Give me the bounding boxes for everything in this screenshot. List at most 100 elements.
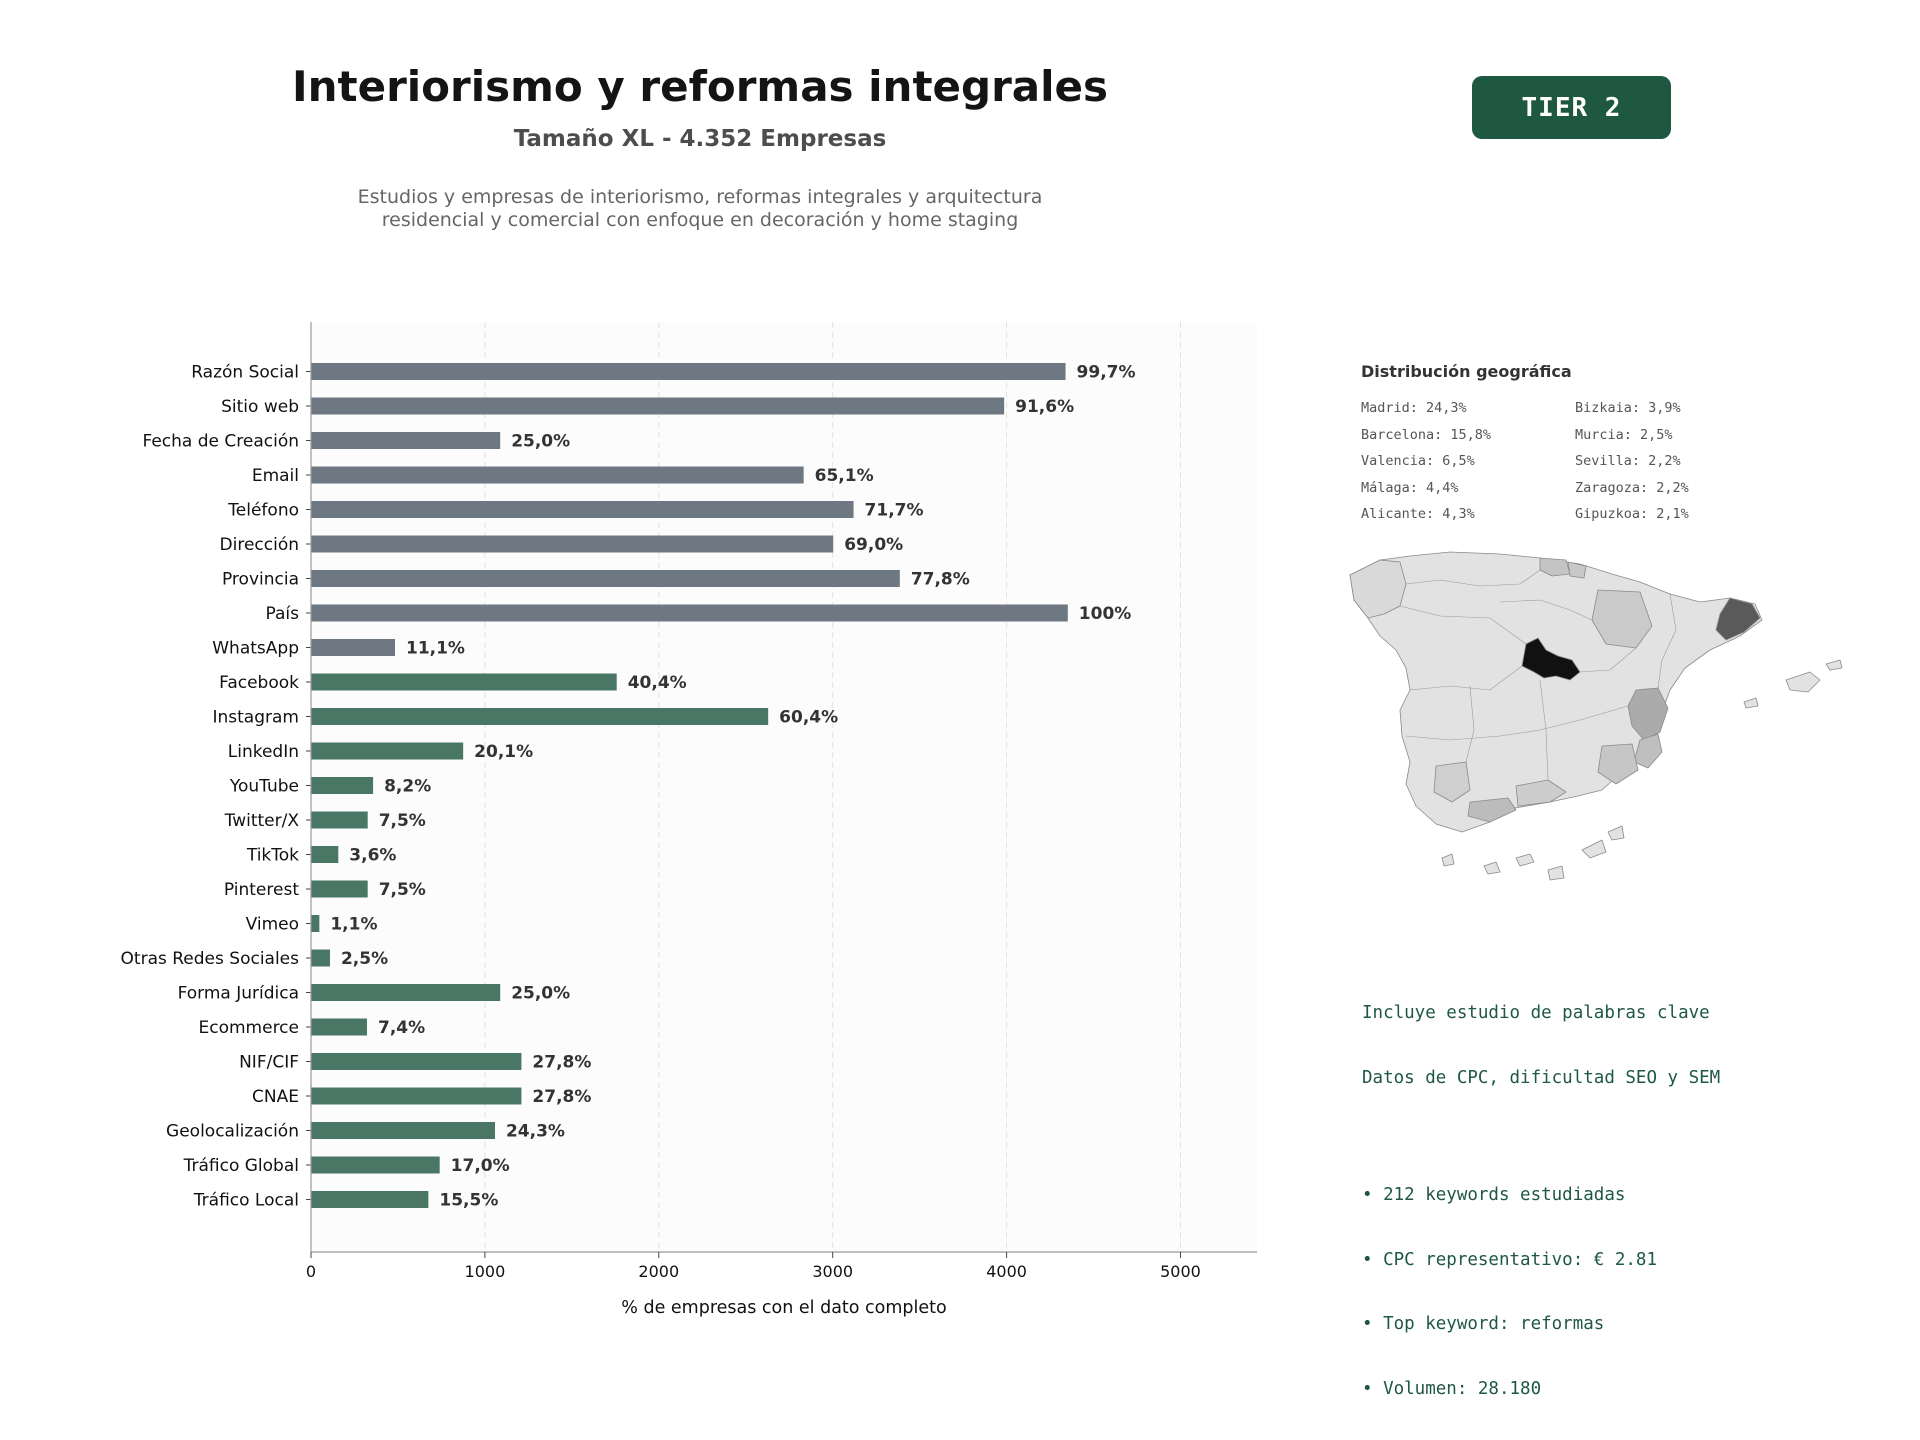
bar (311, 846, 339, 863)
bar-value-label: 11,1% (406, 639, 465, 659)
category-label: Otras Redes Sociales (121, 949, 300, 969)
bar (311, 673, 617, 691)
map-region-malaga (1467, 797, 1517, 823)
map-region-gipuzkoa (1567, 561, 1587, 579)
keyword-spacer (1362, 1132, 1720, 1142)
category-label: TikTok (246, 846, 299, 866)
x-tick-label: 5000 (1160, 1262, 1201, 1281)
geo-distribution-list: Madrid: 24,3% Bizkaia: 3,9% Barcelona: 1… (1361, 399, 1801, 523)
map-canarias-4 (1581, 839, 1607, 859)
bar-value-label: 15,5% (439, 1191, 498, 1211)
category-label: Tráfico Global (183, 1156, 299, 1176)
bar-value-label: 99,7% (1077, 363, 1136, 383)
page-title: Interiorismo y reformas integrales (291, 62, 1109, 111)
map-canarias-2 (1483, 861, 1501, 875)
geo-item: Madrid: 24,3% (1361, 400, 1467, 416)
bar (311, 604, 1068, 622)
category-label: LinkedIn (228, 742, 299, 762)
page-description: Estudios y empresas de interiorismo, ref… (357, 186, 1043, 231)
category-label: Teléfono (227, 501, 299, 521)
category-label: Email (252, 466, 299, 486)
map-region-sevilla (1433, 761, 1471, 803)
bar-value-label: 71,7% (865, 501, 924, 521)
bar-value-label: 25,0% (511, 432, 570, 452)
bar (311, 811, 368, 829)
bar (311, 501, 854, 518)
bar (311, 777, 374, 794)
bar (311, 1156, 440, 1174)
tier-badge: TIER 2 (1472, 76, 1671, 139)
bar (311, 1122, 495, 1139)
bar (311, 1053, 522, 1070)
map-menorca (1825, 659, 1843, 671)
map-region-madrid (1521, 637, 1581, 681)
bar (311, 397, 1005, 415)
category-label: País (266, 604, 300, 624)
bar-value-label: 24,3% (506, 1122, 565, 1142)
bar-value-label: 2,5% (341, 949, 388, 969)
bar-value-label: 100% (1079, 604, 1132, 624)
x-tick-label: 4000 (986, 1262, 1027, 1281)
map-canarias-1 (1515, 853, 1535, 867)
geo-item: Sevilla: 2,2% (1575, 453, 1681, 469)
category-label: Razón Social (191, 363, 299, 383)
geo-item: Valencia: 6,5% (1361, 453, 1475, 469)
category-label: Ecommerce (199, 1018, 300, 1038)
x-tick-label: 3000 (812, 1262, 853, 1281)
bar (311, 639, 395, 656)
bar-value-label: 40,4% (628, 673, 687, 693)
bar-value-label: 69,0% (844, 535, 903, 555)
category-label: Fecha de Creación (142, 432, 299, 452)
bar-value-label: 20,1% (474, 742, 533, 762)
category-label: Provincia (222, 570, 299, 590)
bar-value-label: 3,6% (349, 846, 396, 866)
map-region-barcelona (1715, 597, 1761, 641)
map-internal-border (1405, 705, 1629, 741)
bar-value-label: 25,0% (511, 984, 570, 1004)
x-tick-label: 2000 (638, 1262, 679, 1281)
bar-chart: 99,7% Razón Social 91,6% Sitio web 25,0% Fech… (121, 322, 1257, 1318)
map-canarias-3 (1547, 865, 1565, 881)
map-region-murcia (1597, 743, 1639, 785)
map-region-bizkaia (1539, 557, 1571, 577)
keyword-study-line: Datos de CPC, dificultad SEO y SEM (1362, 1067, 1721, 1088)
geo-item: Alicante: 4,3% (1361, 506, 1475, 522)
keyword-bullet: • Volumen: 28.180 (1362, 1378, 1542, 1399)
map-canarias-6 (1441, 853, 1455, 867)
geo-item: Bizkaia: 3,9% (1575, 400, 1681, 416)
category-label: Dirección (220, 535, 299, 555)
page-subtitle: Tamaño XL - 4.352 Empresas (513, 126, 887, 152)
category-label: Twitter/X (224, 811, 300, 831)
geo-item: Gipuzkoa: 2,1% (1575, 506, 1689, 522)
bar-value-label: 91,6% (1015, 397, 1074, 417)
bar (311, 742, 464, 760)
category-label: Facebook (219, 673, 299, 693)
keyword-bullet: • 212 keywords estudiadas (1362, 1185, 1626, 1205)
bar (311, 1191, 429, 1208)
x-axis-title: % de empresas con el dato completo (621, 1298, 946, 1318)
map-internal-border (1539, 679, 1549, 781)
keyword-study-line: Incluye estudio de palabras clave (1362, 1003, 1710, 1023)
x-tick-label: 0 (306, 1262, 316, 1281)
keyword-bullet: • CPC representativo: € 2.81 (1362, 1249, 1658, 1270)
bar-value-label: 8,2% (384, 777, 431, 797)
bar (311, 984, 501, 1001)
category-label: Instagram (213, 708, 300, 728)
bar-value-label: 27,8% (532, 1053, 591, 1073)
bar (311, 1087, 522, 1105)
plot-background (311, 322, 1257, 1252)
bar (311, 466, 804, 484)
map-canarias-5 (1607, 825, 1625, 841)
map-internal-border (1405, 569, 1541, 587)
bar (311, 949, 330, 967)
geo-item: Barcelona: 15,8% (1361, 426, 1492, 443)
category-label: YouTube (229, 777, 299, 797)
map-internal-border (1579, 647, 1637, 673)
category-label: Pinterest (224, 880, 299, 900)
bar (311, 915, 320, 932)
category-label: Tráfico Local (193, 1191, 299, 1211)
bar (311, 1018, 367, 1036)
geo-item: Murcia: 2,5% (1575, 426, 1673, 443)
category-label: Forma Jurídica (178, 984, 299, 1004)
spain-province-map (1349, 551, 1843, 881)
